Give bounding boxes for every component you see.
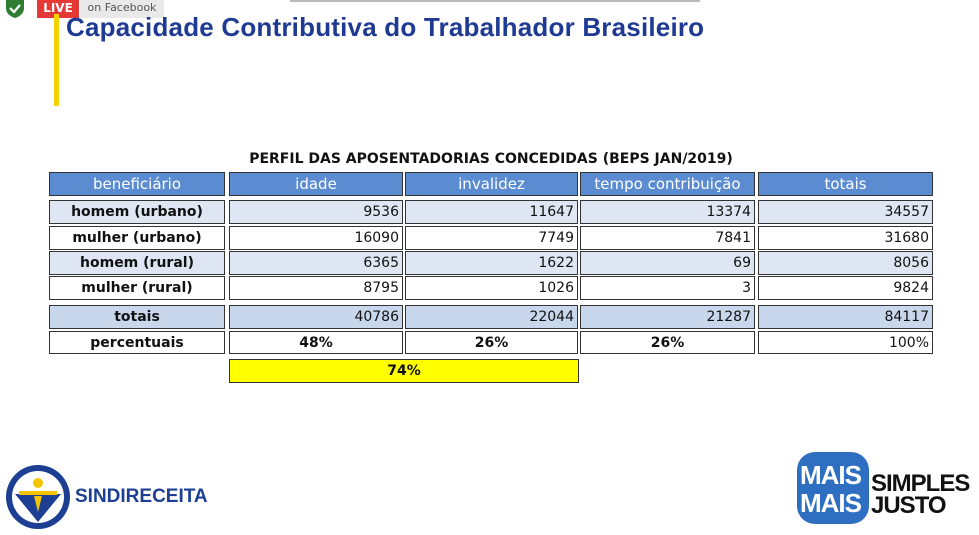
percent-cell: 26% [405, 331, 578, 354]
percent-cell: 26% [580, 331, 755, 354]
number-cell: 16090 [229, 226, 403, 250]
row-label: totais [49, 305, 225, 329]
number-cell: 6365 [229, 251, 403, 275]
row-label: mulher (urbano) [49, 226, 225, 250]
mais-text: MAIS [800, 460, 862, 490]
percent-cell: 48% [229, 331, 403, 354]
number-cell: 69 [580, 251, 755, 275]
number-cell: 1026 [405, 276, 578, 300]
top-bar [290, 0, 700, 2]
number-cell: 1622 [405, 251, 578, 275]
total-cell: 21287 [580, 305, 755, 329]
slide-title: Capacidade Contributiva do Trabalhador B… [66, 12, 705, 42]
number-cell: 7749 [405, 226, 578, 250]
total-cell: 84117 [758, 305, 933, 329]
sindireceita-logo: SINDIRECEITA [75, 486, 208, 507]
percent-cell: 100% [758, 331, 933, 354]
number-cell: 31680 [758, 226, 933, 250]
column-header: totais [758, 172, 933, 196]
number-cell: 13374 [580, 200, 755, 224]
live-badge: LIVE [37, 0, 79, 18]
number-cell: 7841 [580, 226, 755, 250]
column-header: invalidez [405, 172, 578, 196]
justo-text: JUSTO [871, 492, 947, 519]
number-cell: 11647 [405, 200, 578, 224]
number-cell: 9824 [758, 276, 933, 300]
column-header: beneficiário [49, 172, 225, 196]
number-cell: 34557 [758, 200, 933, 224]
table-title: PERFIL DAS APOSENTADORIAS CONCEDIDAS (BE… [249, 151, 733, 167]
table: PERFIL DAS APOSENTADORIAS CONCEDIDAS (BE… [49, 151, 933, 383]
accent-bar [54, 14, 59, 106]
number-cell: 9536 [229, 200, 403, 224]
column-header: idade [229, 172, 403, 196]
total-cell: 22044 [405, 305, 578, 329]
mais-badge [797, 452, 869, 524]
total-cell: 40786 [229, 305, 403, 329]
shield-icon [6, 0, 24, 18]
number-cell: 8795 [229, 276, 403, 300]
live-platform: on Facebook [80, 0, 164, 18]
column-header: tempo contribuição [580, 172, 755, 196]
row-label: homem (rural) [49, 251, 225, 275]
simples-text: SIMPLES [871, 470, 970, 497]
row-label: homem (urbano) [49, 200, 225, 224]
mais-text: MAIS [800, 488, 862, 518]
number-cell: 8056 [758, 251, 933, 275]
highlight-cell: 74% [229, 359, 579, 383]
row-label: percentuais [49, 331, 225, 354]
row-label: mulher (rural) [49, 276, 225, 300]
number-cell: 3 [580, 276, 755, 300]
sindireceita-emblem [6, 465, 70, 529]
